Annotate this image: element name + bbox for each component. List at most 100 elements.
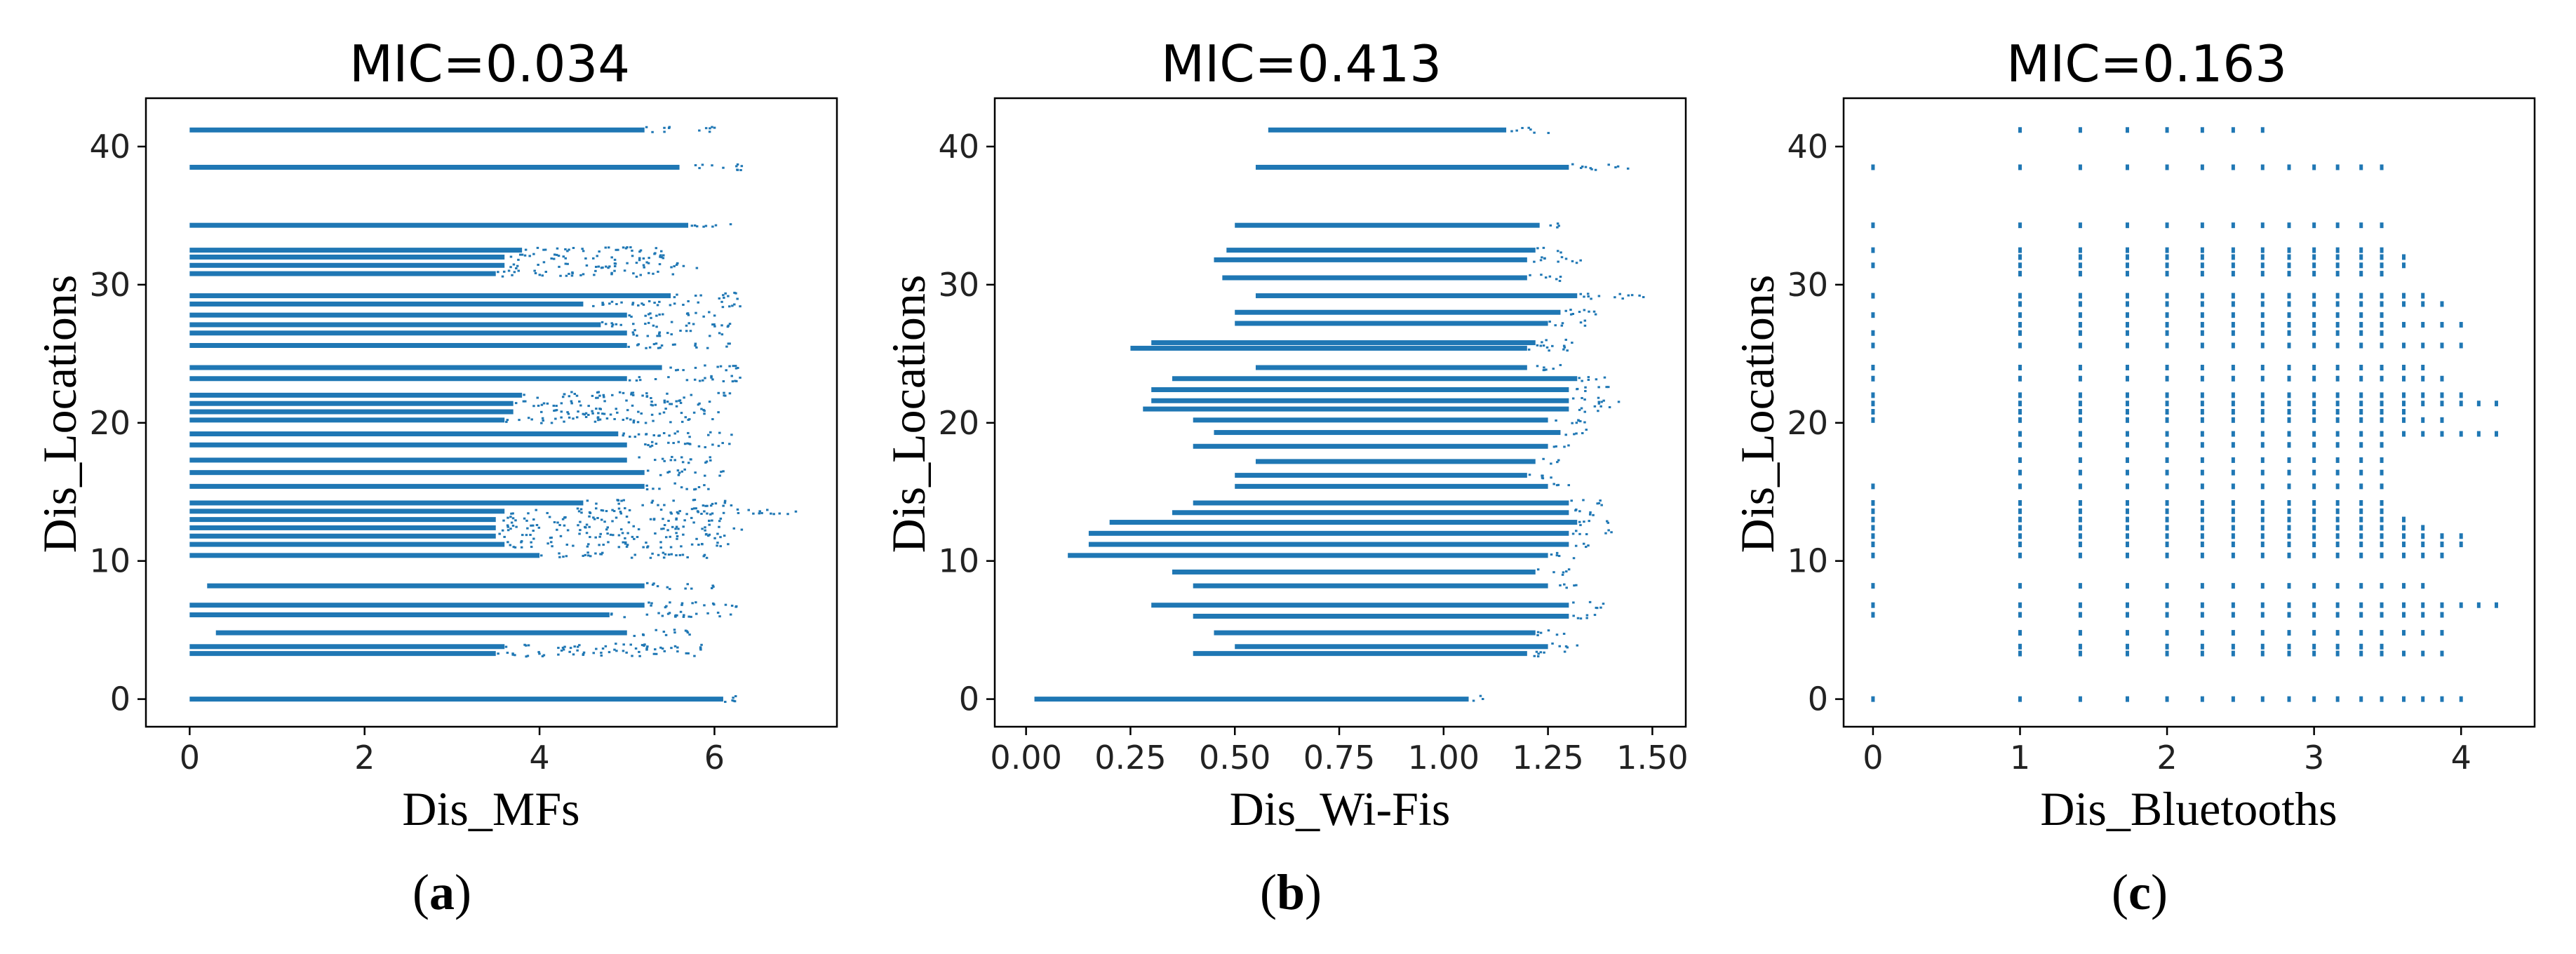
- scatter-point: [2200, 312, 2204, 318]
- scatter-point: [2312, 516, 2316, 523]
- scatter-point: [2078, 262, 2082, 269]
- point-band: [1235, 321, 1548, 326]
- scatter-point: [631, 391, 635, 394]
- scatter-point: [2200, 650, 2204, 657]
- scatter-point: [702, 555, 706, 558]
- scatter-point: [579, 520, 582, 523]
- scatter-point: [600, 518, 603, 521]
- scatter-point: [687, 314, 690, 316]
- scatter-point: [2231, 483, 2235, 490]
- scatter-point: [664, 606, 667, 609]
- scatter-point: [687, 300, 690, 302]
- scatter-point: [2200, 516, 2204, 523]
- scatter-point: [728, 392, 732, 395]
- point-band: [189, 330, 627, 336]
- scatter-point: [2359, 602, 2363, 608]
- scatter-point: [1557, 260, 1559, 263]
- scatter-point: [693, 498, 697, 501]
- scatter-point: [721, 442, 724, 445]
- scatter-point: [2359, 409, 2363, 415]
- scatter-point: [651, 584, 655, 586]
- scatter-point: [666, 332, 669, 335]
- scatter-point: [622, 391, 625, 394]
- scatter-point: [728, 323, 732, 325]
- scatter-point: [2459, 431, 2463, 437]
- scatter-point: [690, 516, 693, 519]
- scatter-point: [645, 261, 648, 264]
- scatter-point: [637, 304, 640, 307]
- scatter-point: [692, 499, 695, 502]
- scatter-point: [1562, 344, 1566, 347]
- scatter-point: [553, 520, 556, 523]
- scatter-point: [636, 334, 638, 337]
- scatter-point: [2287, 409, 2291, 415]
- scatter-point: [631, 249, 633, 252]
- scatter-point: [2359, 271, 2363, 277]
- scatter-point: [2125, 499, 2129, 506]
- scatter-point: [2380, 612, 2384, 618]
- scatter-point: [2018, 696, 2022, 702]
- scatter-point: [1579, 166, 1583, 169]
- scatter-point: [1871, 533, 1875, 539]
- scatter-point: [673, 482, 676, 485]
- scatter-point: [616, 499, 619, 502]
- scatter-point: [578, 532, 581, 535]
- point-band: [189, 409, 514, 415]
- scatter-point: [662, 432, 666, 435]
- scatter-point: [1600, 401, 1603, 403]
- scatter-point: [595, 396, 598, 399]
- scatter-point: [1597, 502, 1601, 504]
- scatter-point: [540, 410, 543, 413]
- scatter-point: [631, 535, 634, 538]
- scatter-point: [1871, 525, 1875, 531]
- scatter-point: [2125, 516, 2129, 523]
- scatter-point: [1543, 651, 1545, 654]
- scatter-point: [633, 329, 636, 332]
- scatter-point: [1871, 612, 1875, 618]
- scatter-point: [2200, 247, 2204, 253]
- scatter-point: [2125, 457, 2129, 463]
- scatter-point: [658, 263, 662, 266]
- scatter-point: [723, 499, 727, 502]
- scatter-point: [1585, 617, 1588, 619]
- scatter-point: [702, 379, 704, 382]
- point-band: [1214, 257, 1527, 262]
- scatter-point: [2018, 262, 2022, 269]
- scatter-point: [609, 413, 612, 416]
- scatter-point: [2380, 516, 2384, 523]
- scatter-point: [2359, 533, 2363, 539]
- point-band: [1268, 127, 1507, 133]
- scatter-point: [573, 393, 577, 396]
- scatter-point: [2312, 630, 2316, 636]
- x-axis-label: Dis_Bluetooths: [2040, 782, 2337, 835]
- scatter-point: [730, 604, 734, 607]
- scatter-point: [1550, 462, 1552, 465]
- scatter-point: [558, 556, 561, 558]
- scatter-point: [698, 167, 701, 170]
- scatter-point: [670, 512, 673, 515]
- scatter-point: [521, 534, 524, 537]
- scatter-point: [660, 344, 664, 347]
- scatter-point: [542, 402, 546, 405]
- scatter-point: [2260, 612, 2265, 618]
- scatter-point: [708, 520, 711, 523]
- scatter-point: [2401, 342, 2406, 349]
- scatter-point: [689, 330, 692, 332]
- scatter-point: [2165, 127, 2169, 133]
- scatter-point: [702, 225, 705, 228]
- scatter-point: [658, 488, 661, 490]
- scatter-point: [718, 431, 721, 434]
- scatter-point: [572, 544, 575, 547]
- scatter-point: [651, 552, 654, 555]
- scatter-point: [2018, 164, 2022, 170]
- scatter-point: [683, 443, 687, 445]
- scatter-point: [669, 546, 673, 549]
- scatter-point: [554, 417, 557, 420]
- scatter-point: [2260, 401, 2265, 407]
- point-band: [1172, 376, 1578, 382]
- scatter-point: [568, 416, 571, 419]
- scatter-point: [687, 615, 690, 618]
- y-tick-label: 20: [89, 404, 130, 442]
- scatter-point: [644, 323, 647, 325]
- scatter-point: [2078, 612, 2082, 618]
